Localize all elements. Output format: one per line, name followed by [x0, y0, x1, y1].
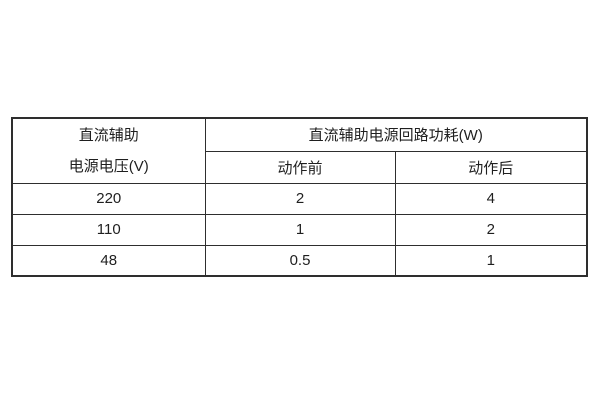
- power-before-value: 1: [204, 213, 396, 246]
- subheader-after-cell: 动作后: [394, 150, 588, 184]
- header-row-sub: 动作前 动作后: [12, 150, 588, 184]
- power-after-value: 2: [394, 213, 588, 246]
- voltage-header-cell: 直流辅助 电源电压(V): [11, 117, 206, 184]
- header-row-group: 直流辅助 电源电压(V) 直流辅助电源回路功耗(W): [11, 117, 588, 184]
- subheader-before-cell: 动作前: [204, 150, 396, 184]
- voltage-value: 48: [11, 244, 206, 277]
- table-row-110v: 110 1 2: [11, 213, 588, 246]
- voltage-value: 220: [11, 182, 206, 215]
- power-header-cell: 直流辅助电源回路功耗(W): [204, 117, 588, 152]
- power-before-value: 0.5: [204, 244, 396, 277]
- power-before-value: 2: [204, 182, 396, 215]
- table-row-48v: 48 0.5 1: [11, 244, 588, 277]
- table-row-220v: 220 2 4: [11, 182, 588, 215]
- voltage-value: 110: [11, 213, 206, 246]
- power-after-value: 4: [394, 182, 588, 215]
- voltage-header-line1: 直流辅助: [78, 126, 139, 144]
- voltage-header-line2: 电源电压(V): [68, 157, 149, 175]
- power-consumption-table: 直流辅助 电源电压(V) 直流辅助电源回路功耗(W) 动作前 动作后 220 2…: [11, 117, 588, 277]
- power-after-value: 1: [394, 244, 588, 277]
